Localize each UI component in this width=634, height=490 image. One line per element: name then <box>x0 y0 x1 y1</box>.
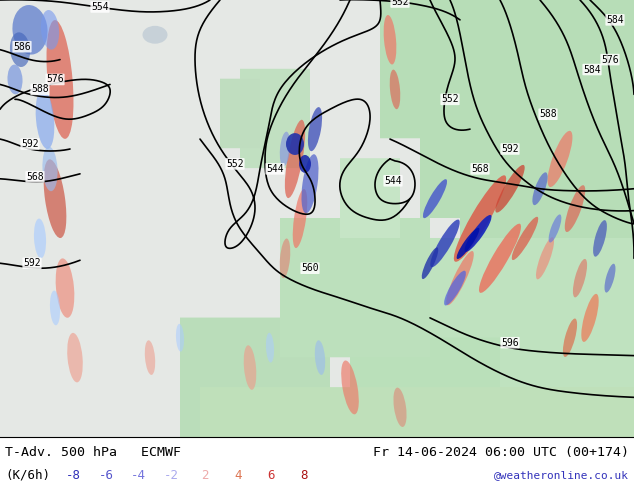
Text: 544: 544 <box>266 164 284 174</box>
Ellipse shape <box>565 185 585 232</box>
Text: (K/6h): (K/6h) <box>5 469 50 482</box>
Ellipse shape <box>394 388 406 427</box>
Text: 592: 592 <box>501 144 519 154</box>
Ellipse shape <box>46 20 74 139</box>
Ellipse shape <box>446 251 474 305</box>
Text: 552: 552 <box>441 95 459 104</box>
Text: 544: 544 <box>384 176 402 186</box>
Ellipse shape <box>143 26 167 44</box>
Text: 576: 576 <box>46 74 64 84</box>
Text: 592: 592 <box>21 139 39 149</box>
Ellipse shape <box>479 223 521 293</box>
Ellipse shape <box>423 179 447 218</box>
Ellipse shape <box>8 65 23 95</box>
Ellipse shape <box>67 333 83 382</box>
Ellipse shape <box>512 217 538 260</box>
Text: 554: 554 <box>91 2 109 12</box>
Text: -6: -6 <box>98 469 113 482</box>
Ellipse shape <box>456 228 479 259</box>
Ellipse shape <box>56 258 74 318</box>
Text: 576: 576 <box>601 54 619 65</box>
Ellipse shape <box>243 345 256 390</box>
Ellipse shape <box>341 361 359 415</box>
Ellipse shape <box>176 324 184 352</box>
Text: 596: 596 <box>501 338 519 348</box>
Ellipse shape <box>299 155 311 173</box>
Ellipse shape <box>444 270 466 305</box>
Ellipse shape <box>286 133 304 155</box>
Text: 2: 2 <box>201 469 209 482</box>
Text: @weatheronline.co.uk: @weatheronline.co.uk <box>494 470 629 480</box>
Ellipse shape <box>536 237 554 279</box>
Ellipse shape <box>390 70 400 109</box>
Ellipse shape <box>280 239 290 278</box>
Text: 552: 552 <box>226 159 244 169</box>
Ellipse shape <box>533 172 548 205</box>
Ellipse shape <box>430 220 460 267</box>
Text: -8: -8 <box>65 469 81 482</box>
Ellipse shape <box>315 340 325 375</box>
Ellipse shape <box>495 165 525 213</box>
Ellipse shape <box>548 215 561 243</box>
Ellipse shape <box>573 259 587 297</box>
Ellipse shape <box>465 215 491 252</box>
Text: 584: 584 <box>583 65 601 74</box>
Ellipse shape <box>308 107 322 151</box>
Text: 586: 586 <box>13 42 31 51</box>
Ellipse shape <box>41 10 59 49</box>
Ellipse shape <box>42 147 58 191</box>
Ellipse shape <box>285 120 305 198</box>
Ellipse shape <box>36 90 55 149</box>
Text: 560: 560 <box>301 263 319 273</box>
Text: 568: 568 <box>471 164 489 174</box>
Ellipse shape <box>593 220 607 257</box>
Ellipse shape <box>13 5 48 54</box>
Text: 588: 588 <box>31 84 49 95</box>
Ellipse shape <box>10 32 30 67</box>
Text: 8: 8 <box>300 469 307 482</box>
Ellipse shape <box>34 219 46 258</box>
Ellipse shape <box>454 175 506 262</box>
Ellipse shape <box>50 291 60 325</box>
Ellipse shape <box>44 159 67 238</box>
Ellipse shape <box>266 333 274 363</box>
Ellipse shape <box>422 247 438 279</box>
Text: 4: 4 <box>234 469 242 482</box>
Text: 584: 584 <box>606 15 624 25</box>
Ellipse shape <box>145 340 155 375</box>
Text: Fr 14-06-2024 06:00 UTC (00+174): Fr 14-06-2024 06:00 UTC (00+174) <box>373 446 629 459</box>
Text: 588: 588 <box>539 109 557 119</box>
Text: 592: 592 <box>23 258 41 268</box>
Text: -2: -2 <box>164 469 179 482</box>
Ellipse shape <box>605 264 616 293</box>
Text: T-Adv. 500 hPa   ECMWF: T-Adv. 500 hPa ECMWF <box>5 446 181 459</box>
Ellipse shape <box>581 294 598 342</box>
Text: -4: -4 <box>131 469 146 482</box>
Ellipse shape <box>293 189 307 248</box>
Ellipse shape <box>280 132 290 166</box>
Text: 568: 568 <box>26 172 44 182</box>
Text: 552: 552 <box>391 0 409 7</box>
Text: 6: 6 <box>267 469 275 482</box>
Ellipse shape <box>548 131 573 187</box>
Ellipse shape <box>302 154 318 213</box>
Ellipse shape <box>563 318 577 357</box>
Ellipse shape <box>384 15 396 65</box>
